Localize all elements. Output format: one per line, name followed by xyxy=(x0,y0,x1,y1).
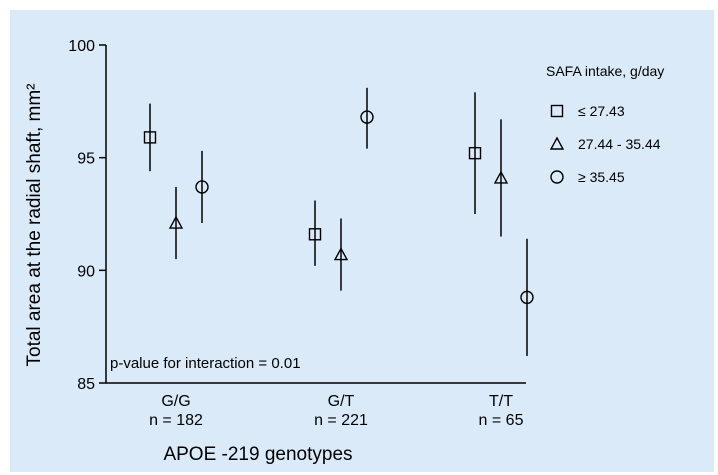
data-point xyxy=(333,247,349,261)
triangle-legend-icon xyxy=(549,136,565,150)
x-category-label: G/T xyxy=(328,393,355,410)
x-labels: G/G n = 182 G/T n = 221 T/T n = 65 xyxy=(149,393,523,429)
legend-entry-label: ≥ 35.45 xyxy=(578,169,625,185)
legend: SAFA intake, g/day ≤ 27.43 27.44 - 35.44 ≥… xyxy=(546,63,664,185)
y-ticks: 85 90 95 100 xyxy=(68,38,106,393)
series-group xyxy=(195,87,534,356)
y-tick-label: 85 xyxy=(77,376,95,393)
x-category-n-label: n = 65 xyxy=(479,412,524,429)
interaction-annotation: p-value for interaction = 0.01 xyxy=(110,355,301,372)
data-point xyxy=(520,290,534,305)
data-point xyxy=(195,180,209,194)
data-point xyxy=(493,170,509,184)
data-point xyxy=(360,110,374,124)
x-category-label: T/T xyxy=(489,393,513,410)
x-category-label: G/G xyxy=(161,393,190,410)
series-layer xyxy=(143,87,534,356)
data-point xyxy=(308,228,322,241)
legend-title: SAFA intake, g/day xyxy=(546,63,664,79)
series-group xyxy=(168,119,509,291)
axes xyxy=(105,45,526,384)
x-category-n-label: n = 221 xyxy=(314,412,368,429)
circle-legend-icon xyxy=(550,170,564,184)
legend-entry-label: 27.44 - 35.44 xyxy=(578,136,661,152)
data-point xyxy=(468,146,482,160)
x-category-n-label: n = 182 xyxy=(149,412,203,429)
data-point xyxy=(143,131,157,144)
data-point xyxy=(168,215,184,229)
legend-entry-label: ≤ 27.43 xyxy=(578,103,625,119)
series-group xyxy=(143,92,482,266)
square-legend-icon xyxy=(550,104,564,118)
y-tick-label: 90 xyxy=(77,263,95,280)
x-axis-title: APOE -219 genotypes xyxy=(163,444,352,465)
y-tick-label: 95 xyxy=(77,151,95,168)
chart-figure: 85 90 95 100 G/G n = 182 G/T n = 221 T/T n = 65 … xyxy=(10,10,714,472)
y-tick-label: 100 xyxy=(68,38,95,55)
y-axis-title: Total area at the radial shaft, mm² xyxy=(24,83,45,366)
